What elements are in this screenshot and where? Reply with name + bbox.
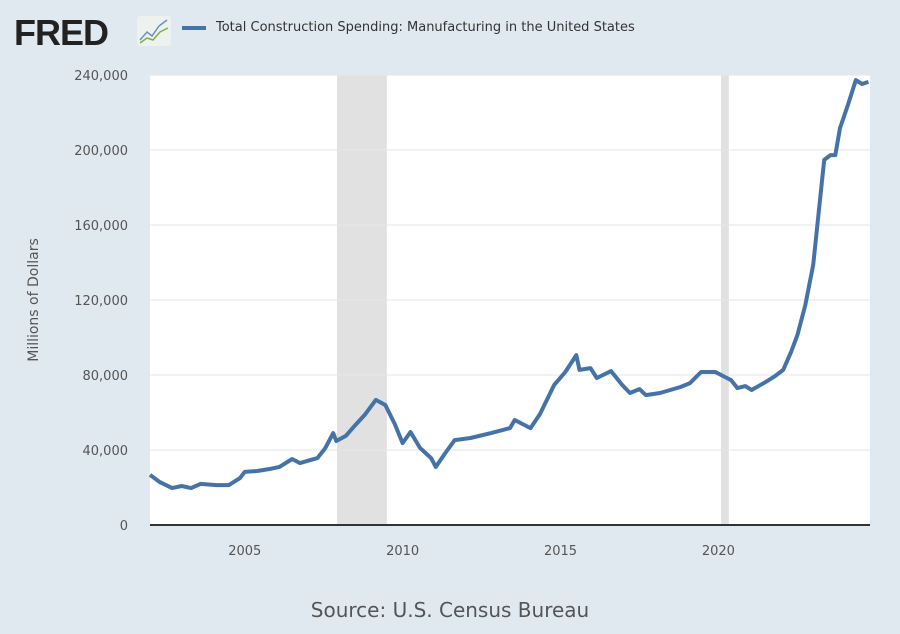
fred-chart-icon xyxy=(137,16,171,46)
y-tick-label: 0 xyxy=(120,519,128,534)
series-line xyxy=(148,78,870,491)
y-tick-label: 80,000 xyxy=(83,369,129,384)
y-tick-label: 40,000 xyxy=(83,444,129,459)
x-tick-label: 2015 xyxy=(544,544,577,559)
x-tick-label: 2020 xyxy=(702,544,735,559)
y-tick-label: 200,000 xyxy=(74,144,128,159)
y-tick-label: 240,000 xyxy=(74,69,128,84)
source-note: Source: U.S. Census Bureau xyxy=(310,598,590,622)
legend-swatch xyxy=(182,25,206,30)
chart-legend: Total Construction Spending: Manufacturi… xyxy=(182,20,635,35)
fred-logo[interactable]: FRED xyxy=(14,12,109,53)
y-tick-label: 160,000 xyxy=(74,219,128,234)
y-axis-label: Millions of Dollars xyxy=(26,238,42,362)
y-tick-label: 120,000 xyxy=(74,294,128,309)
x-tick-label: 2005 xyxy=(228,544,261,559)
x-tick-label: 2010 xyxy=(386,544,419,559)
legend-label: Total Construction Spending: Manufacturi… xyxy=(216,20,635,35)
